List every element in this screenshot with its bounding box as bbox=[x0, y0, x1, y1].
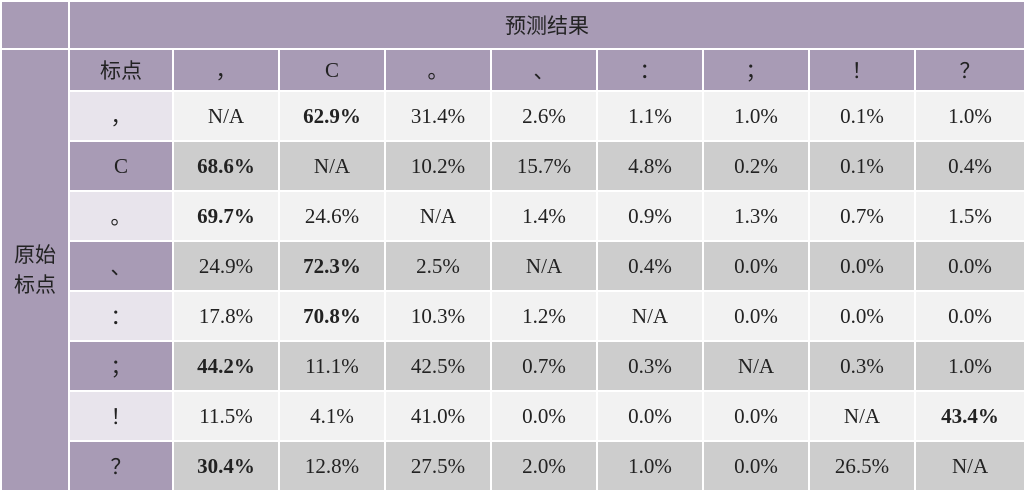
table-row: 、 24.9% 72.3% 2.5% N/A 0.4% 0.0% 0.0% 0.0% bbox=[1, 240, 1024, 292]
table-cell: 0.7% bbox=[808, 190, 916, 242]
table-cell: 68.6% bbox=[172, 140, 280, 192]
table-cell: 0.2% bbox=[702, 140, 810, 192]
table-cell: 44.2% bbox=[172, 340, 280, 392]
table-cell: 2.0% bbox=[490, 440, 598, 492]
table-cell: 0.9% bbox=[596, 190, 704, 242]
row-header: ！ bbox=[68, 390, 174, 442]
table-cell: 17.8% bbox=[172, 290, 280, 342]
table-cell: N/A bbox=[384, 190, 492, 242]
table-cell: 0.0% bbox=[913, 290, 1024, 342]
table-cell: 0.0% bbox=[702, 440, 810, 492]
punctuation-corner-label: 标点 bbox=[68, 48, 174, 92]
table-cell: 1.4% bbox=[490, 190, 598, 242]
table-cell: 43.4% bbox=[913, 390, 1024, 442]
table-cell: 24.9% bbox=[172, 240, 280, 292]
table-cell: N/A bbox=[808, 390, 916, 442]
column-header: 。 bbox=[384, 48, 492, 92]
row-header: ？ bbox=[68, 440, 174, 492]
table-cell: 12.8% bbox=[278, 440, 386, 492]
table-row: ， N/A 62.9% 31.4% 2.6% 1.1% 1.0% 0.1% 1.0% bbox=[1, 90, 1024, 142]
table-row: 。 69.7% 24.6% N/A 1.4% 0.9% 1.3% 0.7% 1.5% bbox=[1, 190, 1024, 242]
row-header: ； bbox=[68, 340, 174, 392]
table-cell: 0.0% bbox=[913, 240, 1024, 292]
table-cell: 0.0% bbox=[702, 240, 810, 292]
row-header: 、 bbox=[68, 240, 174, 292]
table-cell: 0.1% bbox=[808, 140, 916, 192]
column-header: C bbox=[278, 48, 386, 92]
row-header: C bbox=[68, 140, 174, 192]
table-cell: 15.7% bbox=[490, 140, 598, 192]
table-cell: 0.0% bbox=[808, 240, 916, 292]
table-cell: 62.9% bbox=[278, 90, 386, 142]
table-cell: 0.7% bbox=[490, 340, 598, 392]
column-header: ， bbox=[172, 48, 280, 92]
row-header: 。 bbox=[68, 190, 174, 242]
table-cell: N/A bbox=[278, 140, 386, 192]
table-cell: 0.4% bbox=[596, 240, 704, 292]
table-cell: 70.8% bbox=[278, 290, 386, 342]
table-cell: 24.6% bbox=[278, 190, 386, 242]
table-cell: N/A bbox=[913, 440, 1024, 492]
table-cell: N/A bbox=[596, 290, 704, 342]
table-cell: 4.8% bbox=[596, 140, 704, 192]
table-row: ？ 30.4% 12.8% 27.5% 2.0% 1.0% 0.0% 26.5% N/A bbox=[1, 440, 1024, 492]
table-cell: 72.3% bbox=[278, 240, 386, 292]
table-cell: 0.0% bbox=[490, 390, 598, 442]
table-cell: 1.0% bbox=[596, 440, 704, 492]
table-cell: 0.1% bbox=[808, 90, 916, 142]
table-cell: 0.3% bbox=[808, 340, 916, 392]
table-cell: 1.3% bbox=[702, 190, 810, 242]
table-cell: 30.4% bbox=[172, 440, 280, 492]
column-header: ： bbox=[596, 48, 704, 92]
column-header: ！ bbox=[808, 48, 916, 92]
table-cell: 10.2% bbox=[384, 140, 492, 192]
table-cell: 42.5% bbox=[384, 340, 492, 392]
table-cell: 1.2% bbox=[490, 290, 598, 342]
original-punctuation-header: 原始 标点 bbox=[0, 48, 70, 492]
table-row: ： 17.8% 70.8% 10.3% 1.2% N/A 0.0% 0.0% 0.0% bbox=[1, 290, 1024, 342]
table-cell: 1.1% bbox=[596, 90, 704, 142]
table-cell: 0.0% bbox=[702, 390, 810, 442]
column-header: 、 bbox=[490, 48, 598, 92]
table-cell: 1.0% bbox=[913, 340, 1024, 392]
table-cell: 31.4% bbox=[384, 90, 492, 142]
table-cell: 27.5% bbox=[384, 440, 492, 492]
table-cell: 0.0% bbox=[808, 290, 916, 342]
column-header: ？ bbox=[913, 48, 1024, 92]
table-cell: 0.0% bbox=[702, 290, 810, 342]
row-header: ： bbox=[68, 290, 174, 342]
table-cell: 26.5% bbox=[808, 440, 916, 492]
table-cell: N/A bbox=[172, 90, 280, 142]
predicted-result-header: 预测结果 bbox=[67, 0, 1024, 50]
table-cell: 0.0% bbox=[596, 390, 704, 442]
table-cell: 41.0% bbox=[384, 390, 492, 442]
table-cell: 10.3% bbox=[384, 290, 492, 342]
table-cell: N/A bbox=[490, 240, 598, 292]
table-cell: 2.6% bbox=[490, 90, 598, 142]
table-cell: 0.4% bbox=[913, 140, 1024, 192]
table-row: ！ 11.5% 4.1% 41.0% 0.0% 0.0% 0.0% N/A 43.4% bbox=[1, 390, 1024, 442]
table-cell: 1.5% bbox=[913, 190, 1024, 242]
table-cell: 1.0% bbox=[702, 90, 810, 142]
table-cell: 4.1% bbox=[278, 390, 386, 442]
table-cell: 2.5% bbox=[384, 240, 492, 292]
table-row: ； 44.2% 11.1% 42.5% 0.7% 0.3% N/A 0.3% 1.0% bbox=[1, 340, 1024, 392]
table-row: C 68.6% N/A 10.2% 15.7% 4.8% 0.2% 0.1% 0.4% bbox=[1, 140, 1024, 192]
column-header: ； bbox=[702, 48, 810, 92]
table-cell: 69.7% bbox=[172, 190, 280, 242]
table-cell: 11.1% bbox=[278, 340, 386, 392]
table-cell: 0.3% bbox=[596, 340, 704, 392]
corner-cell bbox=[0, 0, 70, 50]
table-cell: 1.0% bbox=[913, 90, 1024, 142]
row-header: ， bbox=[68, 90, 174, 142]
table-cell: N/A bbox=[702, 340, 810, 392]
table-cell: 11.5% bbox=[172, 390, 280, 442]
